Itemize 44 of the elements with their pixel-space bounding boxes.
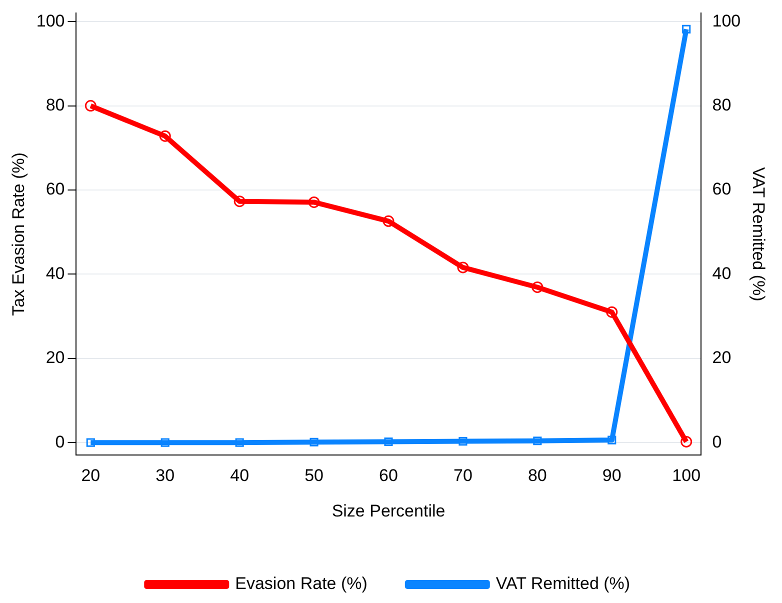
x-tick-label: 100 <box>672 466 701 486</box>
point <box>382 215 394 227</box>
point <box>458 437 468 446</box>
point <box>308 196 320 208</box>
x-tick-label: 30 <box>156 466 175 486</box>
y-tick-label: 60 <box>46 180 65 199</box>
point <box>608 436 616 444</box>
x-tick-label: 40 <box>230 466 250 486</box>
y2-axis-title: VAT Remitted (%) <box>749 167 768 302</box>
y-tick-label: 20 <box>46 348 65 368</box>
point <box>682 24 691 34</box>
legend-label: Evasion Rate (%) <box>235 574 368 594</box>
point <box>384 437 393 446</box>
point <box>532 281 544 293</box>
x-tick-label: 70 <box>454 466 472 486</box>
y-tick-label: 0 <box>55 432 65 452</box>
x-tick-label: 60 <box>379 466 398 486</box>
y-axis-title: Tax Evasion Rate (%) <box>8 152 28 316</box>
y2-tick-label: 20 <box>712 348 732 368</box>
point <box>457 262 469 274</box>
point <box>86 438 95 447</box>
point <box>533 436 542 446</box>
point <box>235 438 244 447</box>
x-tick-label: 90 <box>602 466 622 486</box>
y2-tick-label: 100 <box>712 11 741 30</box>
y-tick-label: 100 <box>36 11 65 30</box>
point <box>159 130 171 142</box>
y2-tick-label: 0 <box>712 432 722 452</box>
point <box>606 306 618 318</box>
legend-label: VAT Remitted (%) <box>496 574 630 594</box>
x-tick-label: 80 <box>528 466 547 486</box>
point <box>160 438 170 447</box>
point <box>234 196 246 208</box>
point <box>680 436 692 448</box>
y2-tick-label: 60 <box>712 180 732 199</box>
y-tick-label: 40 <box>46 264 65 283</box>
point <box>84 100 96 112</box>
point <box>310 438 318 446</box>
x-tick-label: 50 <box>304 466 324 486</box>
y2-tick-label: 80 <box>712 95 732 114</box>
y2-tick-label: 40 <box>712 264 732 283</box>
x-tick-label: 20 <box>81 466 100 486</box>
x-axis-title: Size Percentile <box>332 501 446 520</box>
y-tick-label: 80 <box>46 95 65 114</box>
